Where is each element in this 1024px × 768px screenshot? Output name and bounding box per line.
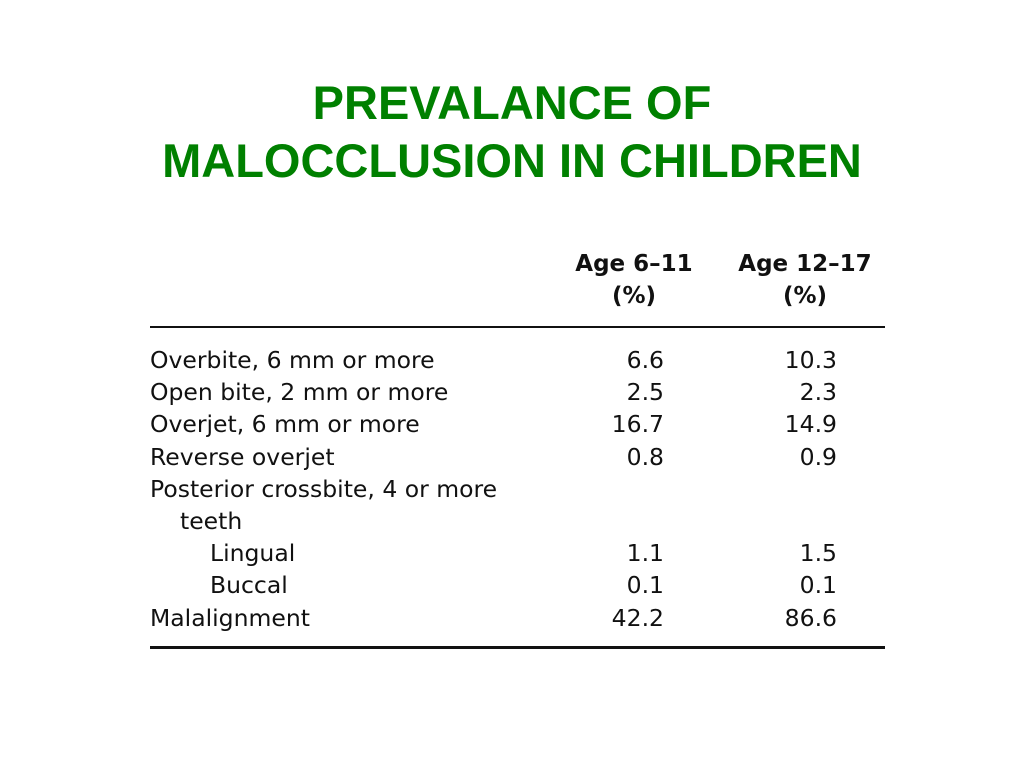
table-row: Reverse overjet 0.8 0.9 — [150, 441, 885, 473]
table-row: Buccal 0.1 0.1 — [150, 569, 885, 601]
row-label: Overjet, 6 mm or more — [150, 410, 420, 439]
table-body: Overbite, 6 mm or more 6.6 10.3 Open bit… — [150, 344, 885, 634]
value-age-12-17: 86.6 — [784, 603, 837, 632]
value-age-12-17: 2.3 — [799, 378, 837, 407]
row-label: Posterior crossbite, 4 or more — [150, 474, 498, 503]
table-bottom-rule — [150, 646, 885, 649]
value-age-12-17: 0.1 — [799, 571, 837, 600]
table-row: Overbite, 6 mm or more 6.6 10.3 — [150, 344, 885, 376]
value-age-6-11: 6.6 — [626, 346, 664, 374]
row-label: Malalignment — [150, 603, 310, 632]
table-row-group-heading-continued: teeth — [150, 505, 885, 537]
row-label: Reverse overjet — [150, 442, 335, 471]
column-header-unit: (%) — [611, 283, 657, 309]
slide-title-line-1: PREVALANCE OF — [312, 76, 712, 129]
table-row: Malalignment 42.2 86.6 — [150, 602, 885, 634]
table-row: Lingual 1.1 1.5 — [150, 537, 885, 569]
column-header-label: Age 12–17 — [738, 251, 872, 277]
value-age-6-11: 1.1 — [626, 539, 664, 568]
slide-title: PREVALANCE OF MALOCCLUSION IN CHILDREN — [0, 74, 1024, 190]
table-row-group-heading: Posterior crossbite, 4 or more — [150, 473, 885, 505]
table-top-rule — [150, 326, 885, 328]
value-age-6-11: 2.5 — [626, 378, 664, 407]
value-age-12-17: 14.9 — [784, 410, 837, 439]
column-header-age-6-11: Age 6–11 (%) — [554, 248, 714, 312]
row-label: Lingual — [210, 539, 296, 568]
column-header-age-12-17: Age 12–17 (%) — [725, 248, 885, 312]
table-row: Overjet, 6 mm or more 16.7 14.9 — [150, 408, 885, 440]
row-label: Open bite, 2 mm or more — [150, 378, 449, 407]
value-age-6-11: 42.2 — [611, 603, 664, 632]
column-header-label: Age 6–11 — [575, 251, 693, 277]
row-label: teeth — [180, 506, 243, 535]
value-age-12-17: 0.9 — [799, 442, 837, 471]
value-age-6-11: 0.8 — [626, 442, 664, 471]
slide-title-line-2: MALOCCLUSION IN CHILDREN — [162, 134, 862, 187]
column-header-unit: (%) — [782, 283, 828, 309]
value-age-6-11: 0.1 — [626, 571, 664, 600]
value-age-6-11: 16.7 — [611, 410, 664, 439]
row-label: Overbite, 6 mm or more — [150, 346, 435, 374]
row-label: Buccal — [210, 571, 288, 600]
table-row: Open bite, 2 mm or more 2.5 2.3 — [150, 376, 885, 408]
value-age-12-17: 10.3 — [784, 346, 837, 374]
value-age-12-17: 1.5 — [799, 539, 837, 568]
